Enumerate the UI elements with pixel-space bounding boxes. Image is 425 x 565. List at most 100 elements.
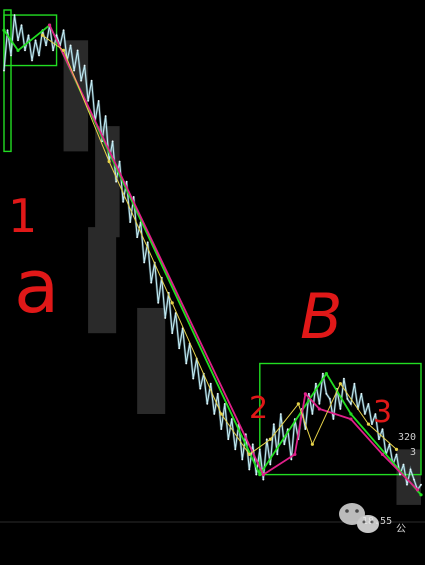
price-point-94 xyxy=(332,418,335,420)
price-point-104 xyxy=(367,403,370,405)
price-point-10 xyxy=(38,54,40,57)
price-point-103 xyxy=(364,413,366,415)
swing-lines xyxy=(2,23,423,497)
price-point-22 xyxy=(80,79,82,82)
price-point-108 xyxy=(381,428,384,431)
price-point-105 xyxy=(371,423,373,425)
price-tag-lower: 3 xyxy=(410,447,416,458)
price-point-56 xyxy=(199,387,202,390)
annotation-label-1: 1 xyxy=(8,189,37,243)
swing-line-0-vertex-0 xyxy=(2,28,6,32)
price-point-119 xyxy=(420,483,422,486)
wechat-watermark: 公 xyxy=(339,503,406,535)
price-point-89 xyxy=(314,382,317,385)
price-point-107 xyxy=(378,438,380,441)
swing-line-2-vertex-8 xyxy=(310,442,314,446)
price-point-60 xyxy=(213,413,216,415)
price-point-82 xyxy=(290,458,293,461)
price-point-96 xyxy=(339,408,342,410)
price-point-69 xyxy=(244,433,247,436)
annotation-label-3: 3 xyxy=(373,395,392,430)
price-point-8 xyxy=(31,59,33,62)
price-point-52 xyxy=(185,362,188,365)
price-point-23 xyxy=(83,64,86,67)
price-point-77 xyxy=(272,423,275,425)
price-point-86 xyxy=(304,428,307,431)
price-point-44 xyxy=(157,302,160,304)
swing-line-1-vertex-5 xyxy=(349,417,353,421)
swing-line-2-vertex-9 xyxy=(338,382,343,386)
price-point-90 xyxy=(318,403,321,405)
price-point-78 xyxy=(276,453,279,456)
swing-line-2-vertex-11 xyxy=(394,447,399,451)
price-point-46 xyxy=(164,317,167,319)
price-point-115 xyxy=(406,483,408,486)
swing-line-1-vertex-0 xyxy=(47,23,52,27)
price-point-75 xyxy=(265,438,268,441)
price-point-117 xyxy=(413,478,415,481)
swing-line-2-vertex-0 xyxy=(40,33,45,37)
swing-line-2-vertex-4 xyxy=(219,412,223,416)
price-point-50 xyxy=(178,347,181,350)
swing-line-0-vertex-6 xyxy=(419,493,423,497)
price-point-0 xyxy=(3,69,5,72)
price-point-40 xyxy=(143,261,146,264)
price-point-20 xyxy=(73,69,75,72)
price-point-106 xyxy=(374,413,377,415)
price-point-24 xyxy=(87,100,90,102)
price-point-35 xyxy=(125,180,128,183)
price-point-74 xyxy=(262,478,265,481)
price-point-42 xyxy=(150,281,153,284)
swing-line-2-vertex-2 xyxy=(107,159,111,164)
price-point-81 xyxy=(286,428,289,431)
range-box-1 xyxy=(259,362,422,476)
wechat-icon xyxy=(339,503,379,533)
price-point-31 xyxy=(111,140,114,143)
price-point-29 xyxy=(104,115,107,117)
price-point-14 xyxy=(52,49,54,52)
price-point-64 xyxy=(227,438,230,441)
swing-line-1-vertex-4 xyxy=(317,407,321,411)
swing-line-0-vertex-5 xyxy=(349,412,353,416)
price-point-32 xyxy=(115,180,118,183)
price-point-4 xyxy=(17,39,19,42)
price-point-112 xyxy=(395,453,398,456)
price-point-76 xyxy=(269,463,272,466)
swing-line-2-vertex-10 xyxy=(366,422,371,426)
annotation-label-2: 2 xyxy=(249,391,268,426)
price-point-93 xyxy=(328,397,331,400)
price-point-41 xyxy=(146,241,149,244)
price-point-48 xyxy=(171,332,174,335)
price-point-58 xyxy=(206,403,209,405)
swing-line-2-vertex-6 xyxy=(268,437,272,441)
price-point-54 xyxy=(192,377,195,380)
price-point-116 xyxy=(409,468,412,471)
price-point-62 xyxy=(220,428,223,431)
price-point-9 xyxy=(34,39,37,42)
annotation-label-a: a xyxy=(14,244,59,330)
price-point-7 xyxy=(27,34,30,37)
price-point-12 xyxy=(45,44,47,47)
price-point-3 xyxy=(13,14,16,16)
price-point-98 xyxy=(346,397,349,400)
price-point-72 xyxy=(255,473,258,476)
shaded-zone-3 xyxy=(137,307,166,414)
price-point-87 xyxy=(307,392,310,395)
price-point-28 xyxy=(101,140,104,143)
price-point-36 xyxy=(129,221,132,224)
price-point-27 xyxy=(97,100,100,102)
price-point-113 xyxy=(399,473,401,476)
price-point-17 xyxy=(62,29,65,32)
price-point-102 xyxy=(360,392,363,395)
price-point-66 xyxy=(234,448,237,451)
swing-line-2-vertex-1 xyxy=(61,48,66,53)
swing-line-2 xyxy=(42,34,397,455)
swing-line-1-vertex-7 xyxy=(415,488,420,492)
price-point-61 xyxy=(216,392,219,395)
watermark-text: 公 xyxy=(396,524,406,535)
price-point-80 xyxy=(283,443,286,446)
price-point-2 xyxy=(10,54,12,57)
annotation-label-b: B xyxy=(300,280,343,353)
price-point-92 xyxy=(325,392,328,395)
price-point-15 xyxy=(55,34,58,37)
